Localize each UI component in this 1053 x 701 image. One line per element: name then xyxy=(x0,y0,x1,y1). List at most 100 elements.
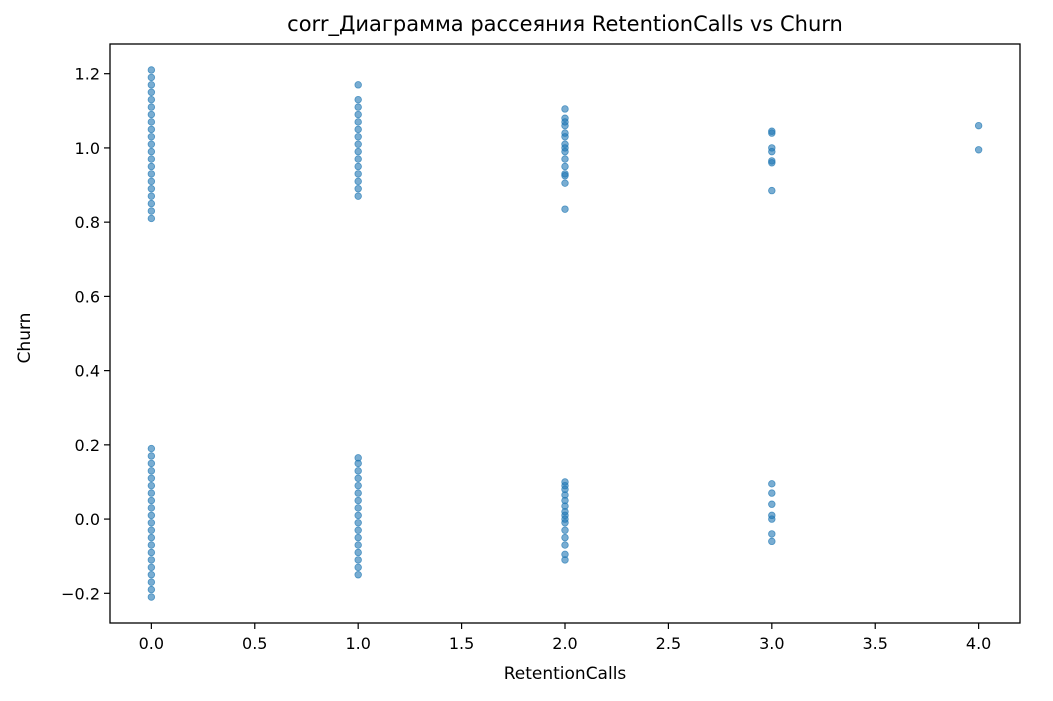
scatter-point xyxy=(768,144,776,152)
scatter-point xyxy=(147,511,156,520)
scatter-point xyxy=(147,474,156,482)
x-tick-label: 0.5 xyxy=(242,634,267,653)
y-tick-label: 0.6 xyxy=(75,287,100,306)
scatter-point xyxy=(354,110,362,119)
scatter-point xyxy=(561,162,569,171)
scatter-point xyxy=(354,147,362,156)
x-tick-label: 4.0 xyxy=(966,634,991,653)
scatter-point xyxy=(561,533,569,542)
scatter-point xyxy=(354,474,362,482)
scatter-point xyxy=(147,533,156,542)
chart-title: corr_Диаграмма рассеяния RetentionCalls … xyxy=(287,12,843,36)
scatter-point xyxy=(561,105,569,113)
scatter-point xyxy=(354,133,362,141)
scatter-point xyxy=(354,140,362,148)
scatter-point xyxy=(354,563,362,572)
scatter-point xyxy=(561,155,569,163)
scatter-point xyxy=(354,533,362,542)
scatter-point xyxy=(147,103,156,111)
scatter-point xyxy=(354,170,362,178)
y-tick-label: 1.2 xyxy=(75,65,100,84)
scatter-point xyxy=(354,511,362,520)
scatter-point xyxy=(147,519,156,527)
scatter-point xyxy=(147,578,156,586)
scatter-point xyxy=(561,129,569,137)
scatter-point xyxy=(147,541,156,549)
x-tick-label: 2.0 xyxy=(552,634,577,653)
scatter-point xyxy=(561,170,569,178)
x-tick-label: 3.5 xyxy=(863,634,888,653)
scatter-point xyxy=(147,556,156,564)
scatter-point xyxy=(147,563,156,572)
scatter-point xyxy=(147,467,156,475)
scatter-point xyxy=(354,185,362,193)
scatter-point xyxy=(147,110,156,119)
scatter-point xyxy=(561,205,569,213)
scatter-point xyxy=(354,155,362,163)
scatter-point xyxy=(147,496,156,505)
scatter-point xyxy=(147,170,156,178)
scatter-point xyxy=(147,585,156,594)
scatter-point xyxy=(147,88,156,96)
scatter-point xyxy=(147,526,156,534)
scatter-point xyxy=(561,179,569,187)
scatter-point xyxy=(147,155,156,163)
scatter-point xyxy=(147,133,156,141)
y-axis-label: Churn xyxy=(15,312,35,364)
scatter-point xyxy=(147,185,156,193)
scatter-point xyxy=(561,550,569,559)
x-tick-label: 1.0 xyxy=(345,634,370,653)
scatter-point xyxy=(768,480,776,488)
scatter-point xyxy=(147,66,156,74)
y-tick-label: 0.2 xyxy=(75,436,100,455)
scatter-point xyxy=(974,146,983,154)
scatter-point xyxy=(147,489,156,497)
y-tick-label: 1.0 xyxy=(75,139,100,158)
x-axis-label: RetentionCalls xyxy=(503,664,627,684)
x-tick-label: 3.0 xyxy=(759,634,784,653)
x-ticks: 0.0 0.5 1.0 1.5 2.0 2.5 3.0 3.5 4.0 xyxy=(139,623,991,653)
scatter-point xyxy=(974,121,983,130)
scatter-point xyxy=(354,192,362,200)
scatter-point xyxy=(354,519,362,527)
scatter-point xyxy=(147,593,156,601)
scatter-point xyxy=(147,444,156,453)
scatter-point xyxy=(147,118,156,126)
scatter-point xyxy=(354,162,362,171)
scatter-point xyxy=(768,530,776,538)
scatter-point xyxy=(354,118,362,126)
scatter-point xyxy=(147,95,156,104)
scatter-point xyxy=(147,140,156,148)
scatter-point xyxy=(561,478,569,486)
scatter-point xyxy=(354,541,362,549)
scatter-point xyxy=(354,548,362,557)
scatter-point xyxy=(768,127,776,135)
scatter-point xyxy=(354,467,362,475)
scatter-point xyxy=(768,186,776,195)
scatter-point xyxy=(354,454,362,462)
x-tick-label: 2.5 xyxy=(656,634,681,653)
scatter-point xyxy=(354,504,362,512)
scatter-point xyxy=(147,192,156,200)
scatter-point xyxy=(147,481,156,490)
scatter-point xyxy=(147,504,156,512)
scatter-point xyxy=(147,548,156,557)
scatter-point xyxy=(147,199,156,208)
scatter-point xyxy=(768,511,776,520)
scatter-point xyxy=(561,114,569,122)
scatter-point xyxy=(561,140,569,148)
scatter-point xyxy=(147,207,156,215)
points-layer xyxy=(147,66,983,601)
y-tick-label: −0.2 xyxy=(61,584,100,603)
scatter-point xyxy=(354,103,362,111)
scatter-point xyxy=(147,162,156,171)
scatter-point xyxy=(354,481,362,490)
scatter-point xyxy=(147,214,156,223)
scatter-point xyxy=(147,125,156,134)
scatter-point xyxy=(354,496,362,505)
scatter-point xyxy=(768,157,776,165)
scatter-point xyxy=(768,537,776,546)
scatter-point xyxy=(354,95,362,104)
scatter-point xyxy=(354,526,362,534)
